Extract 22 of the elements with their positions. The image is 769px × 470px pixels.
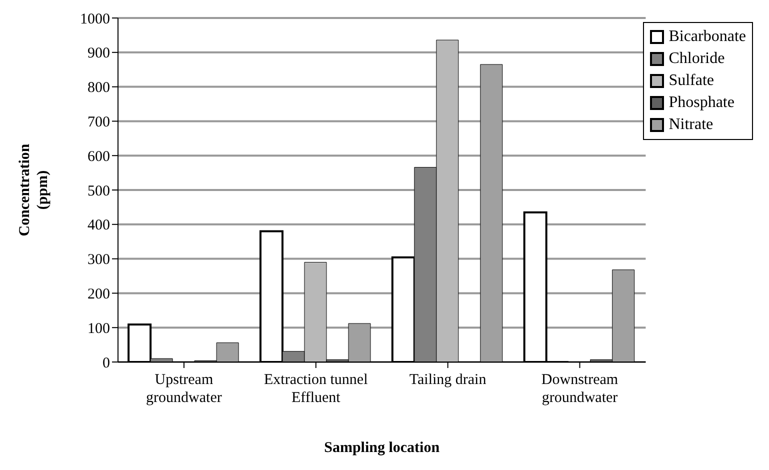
y-tick-label: 500 [88,183,110,200]
x-tick-label: Upstream groundwater [146,372,222,406]
x-tick-label: Extraction tunnel Effluent [264,372,368,406]
legend-label: Nitrate [668,115,714,135]
legend-label: Chloride [668,49,725,69]
legend-label: Phosphate [668,93,734,113]
x-axis-title: Sampling location [324,440,440,456]
y-tick-label: 600 [88,148,110,165]
legend-label: Sulfate [668,71,714,91]
y-tick-label: 800 [88,80,110,96]
y-tick-label: 100 [88,320,110,337]
x-tick-label: Tailing drain [409,372,487,388]
y-axis-title: Concentration (ppm) [17,143,51,236]
x-tick-label: Downstream groundwater [541,372,618,406]
y-tick-label: 0 [102,355,110,372]
legend-label: Bicarbonate [668,27,746,47]
y-tick-label: 900 [88,46,110,62]
y-tick-label: 400 [88,218,110,234]
y-tick-label: 700 [88,114,110,131]
y-tick-label: 1000 [80,11,110,28]
y-tick-label: 200 [88,286,110,303]
y-tick-label: 300 [88,252,110,268]
